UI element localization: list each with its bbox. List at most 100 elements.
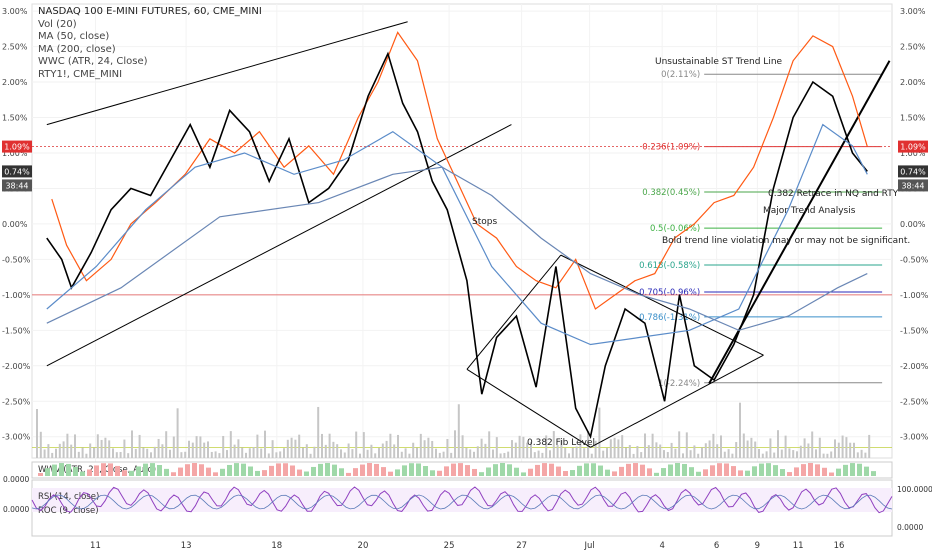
wwv-bar <box>640 464 645 476</box>
x-tick-label: 20 <box>358 541 369 550</box>
volume-bar <box>362 432 365 458</box>
wwv-bar <box>661 468 666 476</box>
volume-bar <box>142 447 145 458</box>
volume-bar <box>628 444 631 458</box>
wwv-bar <box>605 469 610 476</box>
wwv-bar <box>850 463 855 476</box>
volume-bar <box>587 430 589 458</box>
annotation: Major Trend Analysis <box>763 206 856 216</box>
wwv-bar <box>577 465 582 476</box>
y-tick-left: -1.00% <box>2 291 31 300</box>
volume-bar <box>560 439 563 458</box>
wwv-bar <box>542 463 547 476</box>
wwv-bar <box>633 463 638 476</box>
badge-left-time: 38:44 <box>5 181 28 190</box>
volume-bar <box>666 452 669 458</box>
volume-bar <box>378 448 380 458</box>
x-tick-label: 9 <box>755 541 760 550</box>
annotation: Unsustainable ST Trend Line <box>655 57 783 67</box>
upper-channel <box>46 21 408 126</box>
wwv-bar <box>507 464 512 476</box>
wwv-bar <box>304 471 309 476</box>
volume-bar <box>834 439 836 458</box>
wwv-bar <box>346 472 351 476</box>
wwv-bar <box>437 470 442 476</box>
x-tick-label: 25 <box>444 541 455 550</box>
volume-bar <box>226 450 228 458</box>
volume-bar <box>305 444 308 458</box>
y-tick-right: 2.00% <box>900 78 926 87</box>
volume-bar <box>188 440 190 458</box>
wwv-bar <box>423 466 428 476</box>
volume-bar <box>811 431 814 458</box>
volume-bar <box>723 451 726 458</box>
volume-bar <box>682 453 684 458</box>
volume-bar <box>457 404 460 458</box>
wwv-bar <box>38 473 43 476</box>
volume-bar <box>602 450 605 458</box>
volume-bar <box>153 446 156 458</box>
badge-left-red-box <box>2 140 32 153</box>
wwv-bar <box>220 468 225 476</box>
volume-bar <box>617 439 620 458</box>
volume-bar <box>773 452 776 458</box>
volume-bar <box>522 436 525 458</box>
y-tick-right: 0.00% <box>900 220 926 229</box>
wwv-bar <box>269 465 274 476</box>
wwv-bar <box>486 467 491 476</box>
badge-right-time-box <box>898 179 928 192</box>
volume-bar <box>454 430 456 458</box>
volume-bar <box>769 438 772 458</box>
wwv-bar <box>276 463 281 476</box>
volume-bar <box>826 453 829 458</box>
wwv-bar <box>178 467 183 476</box>
volume-bar <box>830 451 833 458</box>
wwv-bar <box>115 465 120 476</box>
volume-bar <box>636 445 639 458</box>
volume-bar <box>324 444 327 458</box>
volume-bar <box>180 452 183 458</box>
volume-bar <box>328 433 331 458</box>
volume-bar <box>689 450 692 458</box>
volume-bar <box>609 439 612 458</box>
wwv-bar <box>647 468 652 476</box>
wwv-bar <box>780 469 785 476</box>
volume-bar <box>400 451 403 458</box>
volume-bar <box>674 448 677 458</box>
volume-bar <box>670 442 673 458</box>
volume-bar <box>579 434 582 458</box>
volume-bar <box>336 444 339 458</box>
y-tick-left: -3.00% <box>2 433 31 442</box>
volume-bar <box>248 448 251 458</box>
y-tick-right: -2.00% <box>900 362 929 371</box>
volume-bar <box>750 437 753 458</box>
wwv-bar <box>402 465 407 476</box>
wwv-bar <box>731 466 736 476</box>
volume-bar <box>47 444 50 458</box>
volume-bar <box>229 431 232 458</box>
volume-bar <box>36 409 38 458</box>
volume-bar <box>302 447 304 458</box>
y-tick-left: 3.00% <box>2 7 28 16</box>
volume-bar <box>267 453 270 458</box>
volume-bar <box>96 434 99 458</box>
wwv-bar <box>521 472 526 476</box>
volume-bar <box>169 449 171 458</box>
legend-item-wwc: WWC (ATR, 24, Close) <box>38 56 148 68</box>
wwv-bar <box>871 471 876 476</box>
wwv-bar <box>136 466 141 476</box>
volume-bar <box>685 432 688 458</box>
volume-bar <box>317 406 320 458</box>
x-tick-label: 6 <box>714 541 719 550</box>
volume-bar <box>374 453 377 458</box>
volume-bar <box>780 449 783 458</box>
wwv-bar <box>66 463 71 476</box>
volume-bar <box>172 436 175 458</box>
x-tick-label: 16 <box>834 541 845 550</box>
badge-right-time: 38:44 <box>901 181 924 190</box>
badge-left-time-box <box>2 179 32 192</box>
volume-bar <box>708 440 711 458</box>
volume-bar <box>70 444 73 458</box>
volume-bar <box>518 435 521 458</box>
